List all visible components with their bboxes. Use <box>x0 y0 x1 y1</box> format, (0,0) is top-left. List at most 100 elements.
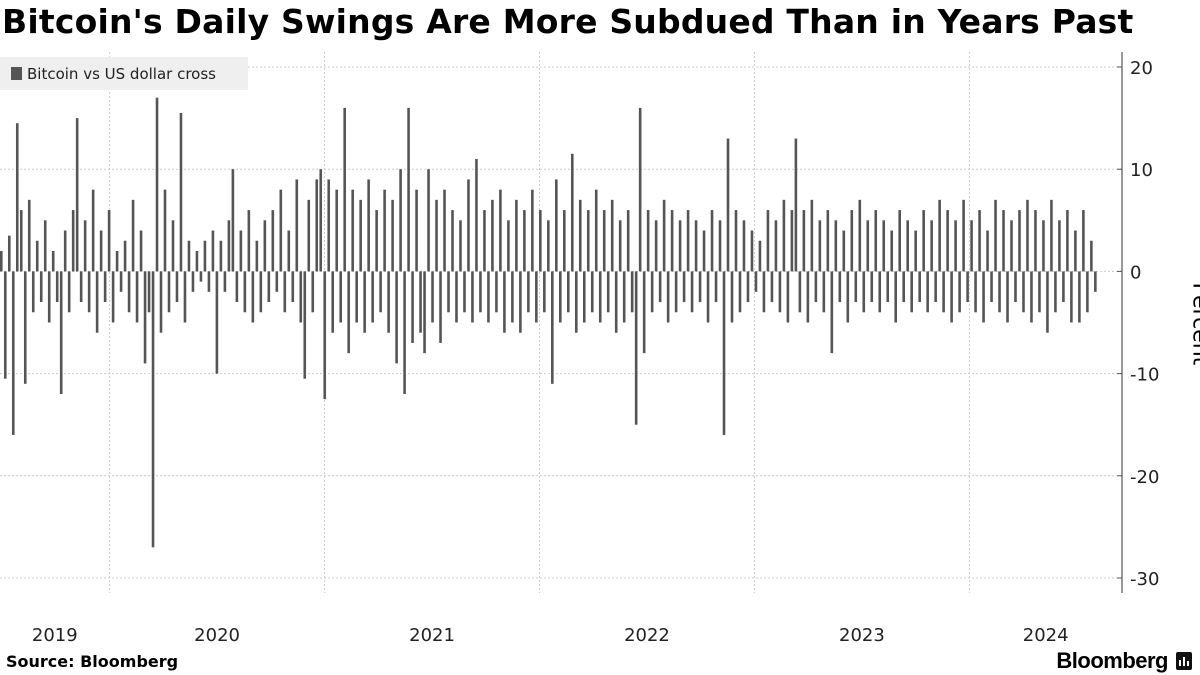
data-bar <box>822 271 826 313</box>
data-bar <box>690 271 694 313</box>
y-tick-label: 20 <box>1130 58 1153 79</box>
data-bar <box>195 250 199 272</box>
data-bar <box>395 271 398 364</box>
data-bar <box>419 271 422 333</box>
data-bar <box>766 210 770 272</box>
data-bar <box>183 271 187 323</box>
data-bar <box>966 271 969 303</box>
data-bar <box>347 271 350 354</box>
data-bar <box>423 271 426 354</box>
data-bar <box>978 210 981 272</box>
data-bar <box>1006 271 1009 323</box>
data-bar <box>483 210 486 272</box>
data-bar <box>55 271 59 303</box>
data-bar <box>622 271 626 323</box>
data-bar <box>231 169 235 272</box>
data-bar <box>574 271 578 333</box>
data-bar <box>862 271 866 313</box>
data-bar <box>375 210 378 272</box>
data-bar <box>295 179 299 272</box>
data-bar <box>722 271 726 435</box>
data-bar <box>838 271 842 303</box>
data-bar <box>698 271 702 303</box>
data-bar <box>223 271 227 292</box>
data-bar <box>351 189 354 272</box>
data-bar <box>187 240 191 272</box>
data-bar <box>367 179 370 272</box>
data-bar <box>1038 271 1041 313</box>
data-bar <box>1002 210 1005 272</box>
data-bar <box>670 210 674 272</box>
data-bar <box>319 169 323 272</box>
y-tick-label: -20 <box>1130 467 1159 488</box>
data-bar <box>151 271 155 548</box>
data-bar <box>746 271 750 303</box>
data-bar <box>551 271 554 384</box>
data-bar <box>726 138 730 272</box>
data-bar <box>686 210 690 272</box>
data-bar <box>159 271 163 333</box>
data-bar <box>1090 240 1093 272</box>
data-bar <box>287 230 291 272</box>
data-bar <box>11 271 15 435</box>
data-bar <box>706 271 710 323</box>
data-bar <box>263 220 267 272</box>
data-bar <box>570 153 574 272</box>
data-bar <box>87 271 91 313</box>
data-bar <box>742 220 746 272</box>
data-bar <box>507 220 510 272</box>
data-bar <box>1014 271 1017 303</box>
data-bar <box>143 271 147 364</box>
data-bar <box>175 271 179 303</box>
data-bar <box>826 210 830 272</box>
data-bar <box>99 230 103 272</box>
data-bar <box>758 240 762 272</box>
data-bar <box>938 199 941 272</box>
data-bar <box>363 271 366 333</box>
data-bar <box>339 271 342 323</box>
data-bar <box>119 271 123 292</box>
data-bar <box>618 220 622 272</box>
data-bar <box>850 210 854 272</box>
data-bar <box>762 271 766 313</box>
data-bar <box>914 230 917 272</box>
data-bar <box>47 271 51 323</box>
data-bar <box>335 189 339 272</box>
data-bar <box>519 271 522 333</box>
data-bar <box>646 210 650 272</box>
data-bar <box>79 271 83 303</box>
data-bar <box>487 271 490 323</box>
data-bar <box>586 210 590 272</box>
x-tick-label: 2022 <box>624 625 670 646</box>
y-tick-label: 0 <box>1130 262 1141 283</box>
data-bar <box>179 112 183 272</box>
data-bar <box>391 199 394 272</box>
data-bar <box>942 271 945 313</box>
data-bar <box>95 271 99 333</box>
data-bar <box>299 271 303 323</box>
data-bar <box>1050 199 1053 272</box>
data-bar <box>634 271 638 425</box>
data-bar <box>515 199 518 272</box>
data-bar <box>954 220 957 272</box>
data-bar <box>650 271 654 313</box>
data-bar <box>870 271 874 303</box>
data-bar <box>730 271 734 323</box>
data-bar <box>211 230 215 272</box>
data-bar <box>415 189 418 272</box>
data-bar <box>718 220 722 272</box>
data-bar <box>934 271 937 303</box>
data-bar <box>774 220 778 272</box>
data-bar <box>459 220 462 272</box>
data-bar <box>131 199 135 272</box>
data-bar <box>383 189 386 272</box>
data-bar <box>279 189 283 272</box>
data-bar <box>1058 220 1061 272</box>
data-bar <box>590 271 594 313</box>
data-bar <box>15 123 19 272</box>
data-bar <box>107 210 111 272</box>
data-bar <box>27 199 31 272</box>
chart-icon <box>1176 652 1192 670</box>
data-bar <box>451 210 454 272</box>
data-bar <box>71 210 75 272</box>
